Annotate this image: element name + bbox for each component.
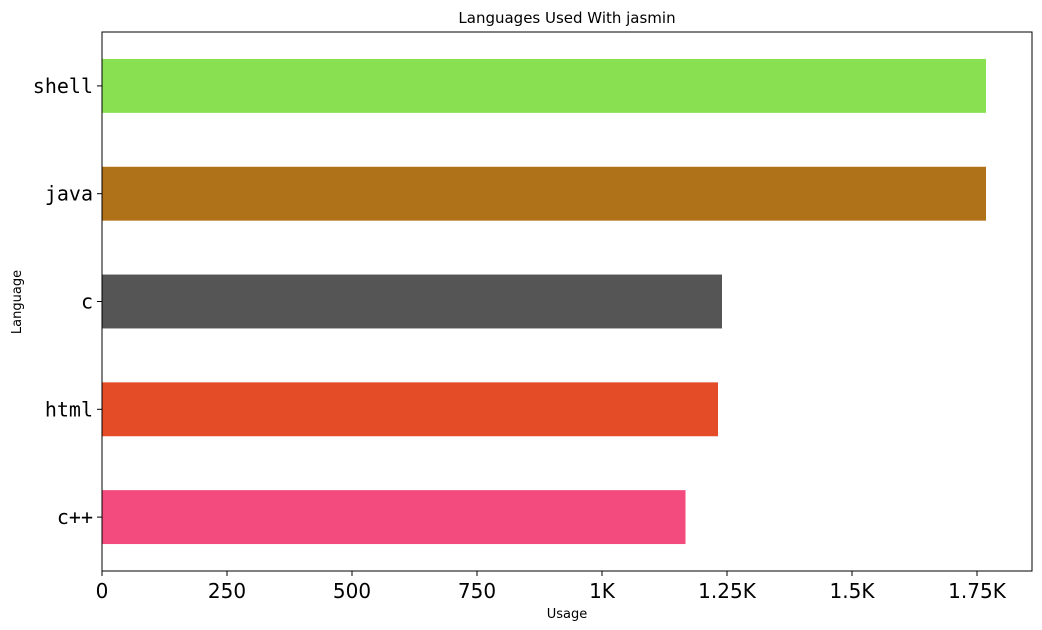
x-tick-label: 500 bbox=[333, 579, 371, 603]
x-tick-label: 1.75K bbox=[948, 579, 1007, 603]
y-tick-label: shell bbox=[33, 74, 93, 98]
y-axis-label: Language bbox=[10, 270, 25, 334]
x-tick-label: 1.25K bbox=[698, 579, 757, 603]
x-tick-label: 1K bbox=[589, 579, 616, 603]
y-tick-label: c++ bbox=[57, 505, 93, 529]
plot-frame bbox=[101, 31, 1033, 572]
x-tick-label: 0 bbox=[96, 579, 109, 603]
y-tick-label: c bbox=[81, 290, 93, 314]
plot-area: shell java c html c++ 0 250 500 750 1K 1.25K 1.5K 1.… bbox=[33, 58, 1007, 603]
x-axis-label: Usage bbox=[547, 607, 588, 622]
chart-title: Languages Used With jasmin bbox=[458, 9, 675, 27]
y-tick-label: html bbox=[45, 397, 93, 421]
y-tick-label: java bbox=[45, 182, 93, 206]
x-tick-label: 250 bbox=[208, 579, 246, 603]
bar-cpp bbox=[102, 490, 686, 545]
x-tick-label: 750 bbox=[458, 579, 496, 603]
bar-shell bbox=[102, 58, 986, 113]
bar-html bbox=[102, 382, 718, 437]
bar-c bbox=[102, 274, 722, 329]
x-tick-label: 1.5K bbox=[830, 579, 876, 603]
bar-java bbox=[102, 166, 986, 221]
